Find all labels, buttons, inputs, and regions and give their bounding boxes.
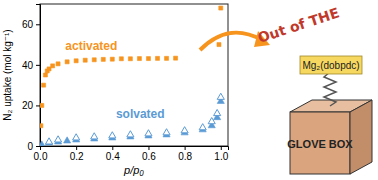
- series-label: solvated: [116, 107, 165, 121]
- point: [64, 137, 71, 143]
- x-tick-label: 0.6: [142, 151, 156, 162]
- series: [45, 93, 224, 144]
- y-axis: 0 20 40 60: [22, 5, 41, 152]
- x-axis: 0.0 0.2 0.4 0.6 0.8 1.0: [34, 146, 229, 162]
- data-area: [40, 6, 224, 146]
- x-tick-label: 1.0: [214, 151, 228, 162]
- point: [91, 133, 98, 139]
- annotation: Mg₂(dobpdc): [302, 60, 359, 71]
- x-tick-mark: [112, 146, 113, 150]
- y-tick-label: 40: [22, 60, 34, 71]
- point: [163, 129, 170, 135]
- y-tick: 20: [22, 100, 40, 111]
- point: [40, 124, 43, 128]
- x-tick-label: 0.2: [70, 151, 84, 162]
- point: [145, 130, 152, 136]
- y-tick-mark: [36, 146, 40, 147]
- y-tick: 0: [27, 141, 40, 152]
- point: [119, 57, 123, 61]
- card: [300, 56, 362, 74]
- point: [146, 57, 150, 61]
- y-tick: 40: [22, 60, 40, 71]
- point: [40, 141, 45, 146]
- y-axis-line: [36, 5, 41, 147]
- point: [65, 60, 69, 64]
- series: [40, 97, 224, 146]
- x-tick-mark: [76, 146, 77, 150]
- cartoon: Mg₂(dobpdc) GLOVE BOX Out of THE: [200, 5, 372, 174]
- y-axis-title: N₂ uptake (mol kg⁻¹): [2, 29, 13, 120]
- point: [199, 124, 206, 130]
- point: [165, 56, 169, 60]
- point: [219, 6, 223, 10]
- point: [74, 59, 78, 63]
- x-tick: 0.8: [178, 146, 192, 162]
- x-tick-label: 0.8: [178, 151, 192, 162]
- point: [42, 83, 46, 87]
- x-tick: 0.4: [106, 146, 120, 162]
- x-tick: 1.0: [214, 146, 228, 162]
- plot-frame: [40, 4, 228, 146]
- point: [51, 64, 55, 68]
- point: [181, 127, 188, 133]
- x-axis-line: [41, 147, 229, 151]
- x-tick: 0.6: [142, 146, 156, 162]
- point: [43, 73, 47, 77]
- point: [217, 93, 224, 99]
- y-tick-label: 20: [22, 100, 34, 111]
- series: [40, 6, 223, 128]
- point: [45, 138, 52, 144]
- chart: 0.0 0.2 0.4 0.6 0.8 1.0 0 20 40 60 p/p₀ N₂ uptake (…: [0, 0, 378, 180]
- y-tick: 60: [22, 19, 40, 30]
- y-tick-mark: [36, 65, 40, 66]
- y-tick-label: 0: [27, 141, 33, 152]
- x-tick: 0.2: [70, 146, 84, 162]
- box-side: [350, 100, 372, 174]
- x-tick-mark: [185, 146, 186, 150]
- arrow: [200, 33, 262, 50]
- annotation: GLOVE BOX: [287, 138, 353, 150]
- point: [137, 57, 141, 61]
- annotation: Out of THE: [256, 5, 342, 46]
- y-tick-label: 60: [22, 19, 34, 30]
- x-tick-label: 0.0: [34, 151, 48, 162]
- series-label: activated: [65, 39, 117, 53]
- point: [156, 56, 160, 60]
- x-tick-label: 0.4: [106, 151, 120, 162]
- point: [92, 58, 96, 62]
- point: [109, 132, 116, 138]
- point: [40, 103, 44, 107]
- spring: [324, 72, 336, 106]
- point: [110, 57, 114, 61]
- point: [101, 57, 105, 61]
- point: [127, 131, 134, 137]
- point: [174, 56, 178, 60]
- point: [208, 118, 215, 124]
- point: [56, 62, 60, 66]
- x-tick-mark: [221, 146, 222, 150]
- point: [83, 58, 87, 62]
- x-axis-title: p/p₀: [123, 164, 144, 176]
- y-tick-mark: [36, 24, 40, 25]
- x-tick-mark: [148, 146, 149, 150]
- point: [128, 57, 132, 61]
- point: [214, 109, 221, 115]
- point: [73, 134, 80, 140]
- x-tick: 0.0: [34, 146, 48, 162]
- y-tick-mark: [36, 105, 40, 106]
- point: [55, 136, 62, 142]
- point: [217, 43, 221, 47]
